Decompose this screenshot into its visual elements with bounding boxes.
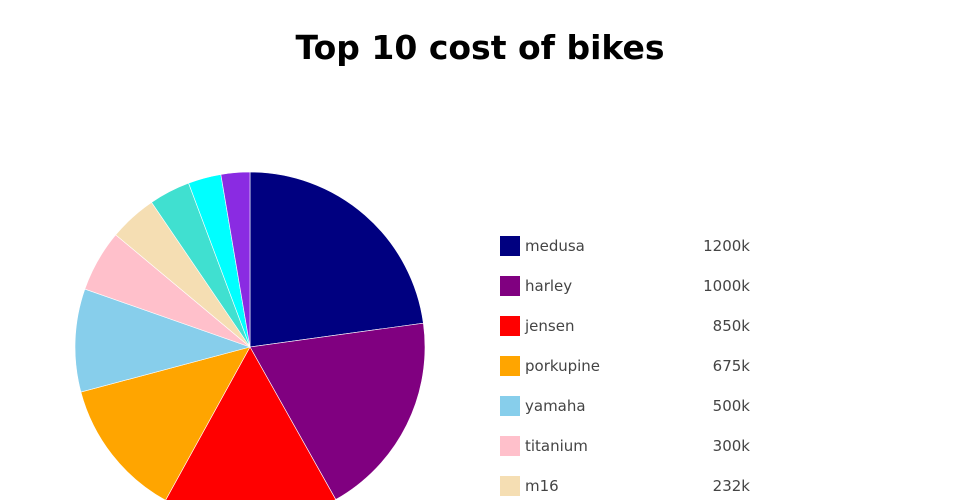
legend-label: titanium xyxy=(525,437,588,455)
legend-swatch xyxy=(500,236,520,256)
legend-swatch xyxy=(500,276,520,296)
legend-label: porkupine xyxy=(525,357,601,375)
legend-swatch xyxy=(500,356,520,376)
legend-item-harley[interactable]: harley 1000k xyxy=(500,276,760,296)
pie-slice-medusa[interactable] xyxy=(249,171,424,348)
legend-label: harley xyxy=(525,277,573,295)
legend-swatch xyxy=(500,396,520,416)
legend-value: 850k xyxy=(712,317,750,335)
pie-slice-harley[interactable] xyxy=(249,322,426,500)
legend-item-m16[interactable]: m16 232k xyxy=(500,476,760,496)
legend-value: 1200k xyxy=(703,237,750,255)
legend-value: 675k xyxy=(712,357,750,375)
legend-item-yamaha[interactable]: yamaha 500k xyxy=(500,396,760,416)
pie-slice-yamaha[interactable] xyxy=(74,288,252,393)
legend-label: jensen xyxy=(525,317,575,335)
legend-value: 300k xyxy=(712,437,750,455)
legend-value: 232k xyxy=(712,477,750,495)
legend-label: medusa xyxy=(525,237,585,255)
pie-slice-jensen[interactable] xyxy=(165,346,337,500)
legend-value: 1000k xyxy=(703,277,750,295)
legend-item-titanium[interactable]: titanium 300k xyxy=(500,436,760,456)
legend-value: 500k xyxy=(712,397,750,415)
legend-item-porkupine[interactable]: porkupine 675k xyxy=(500,356,760,376)
chart-title: Top 10 cost of bikes xyxy=(295,28,665,67)
legend-item-medusa[interactable]: medusa 1200k xyxy=(500,236,760,256)
legend-swatch xyxy=(500,476,520,496)
legend-item-jensen[interactable]: jensen 850k xyxy=(500,316,760,336)
legend-label: yamaha xyxy=(525,397,586,415)
legend-swatch xyxy=(500,316,520,336)
legend-label: m16 xyxy=(525,477,559,495)
legend: medusa 1200k harley 1000k jensen 850k porkupin… xyxy=(500,236,760,500)
legend-swatch xyxy=(500,436,520,456)
pie-slice-slice-10[interactable] xyxy=(220,171,251,348)
pie-slice-porkupine[interactable] xyxy=(80,346,251,500)
